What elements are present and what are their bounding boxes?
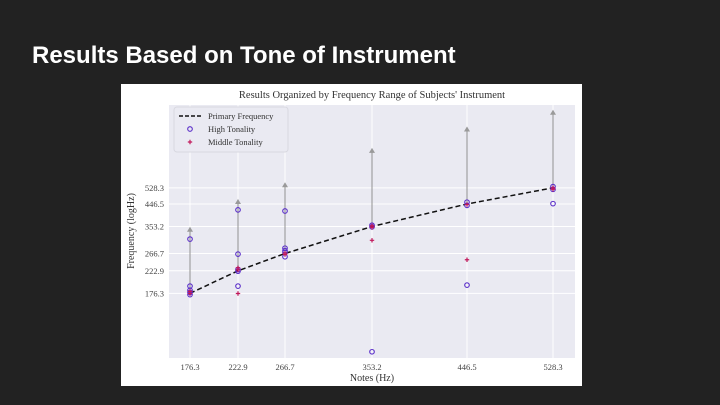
range-arrow-head: [369, 147, 375, 153]
legend-label: High Tonality: [208, 124, 256, 134]
y-tick-label: 446.5: [145, 199, 164, 209]
x-tick-label: 353.2: [362, 362, 381, 372]
chart-title: Results Organized by Frequency Range of …: [239, 90, 505, 101]
legend-label: Middle Tonality: [208, 137, 263, 147]
range-arrow-head: [235, 199, 241, 205]
legend: Primary Frequency High Tonality Middle Ton…: [173, 106, 289, 153]
middle-tonality-point: [187, 289, 193, 294]
chart-svg: 176.3 222.9 266.7 353.2 446.5 528.3 176.3 222.9…: [121, 84, 582, 386]
y-tick-label: 222.9: [145, 266, 164, 276]
y-tick-label: 528.3: [145, 183, 164, 193]
middle-tonality-point: [235, 267, 241, 273]
middle-tonality-point: [369, 238, 375, 243]
high-tonality-point: [464, 282, 470, 288]
legend-box: [173, 106, 289, 153]
high-tonality-point: [550, 200, 556, 207]
primary-frequency-line: [189, 187, 554, 294]
middle-tonality-point: [550, 187, 556, 192]
x-tick-label: 446.5: [457, 362, 476, 372]
high-tonality-point: [187, 283, 193, 289]
high-tonality-point: [282, 245, 288, 252]
middle-tonality-point: [369, 223, 375, 228]
legend-plus-swatch: [187, 139, 193, 145]
y-axis-label: Frequency (logHz): [126, 193, 137, 269]
legend-circle-swatch: [187, 126, 193, 132]
x-tick-label: 222.9: [228, 362, 247, 372]
range-arrow-head: [464, 126, 470, 132]
primary-frequency-line-group: [189, 187, 554, 294]
y-tick-label: 353.2: [145, 222, 164, 232]
x-tick-label: 176.3: [180, 362, 199, 372]
high-tonality-point: [369, 348, 375, 355]
data-points: [187, 183, 556, 355]
legend-label: Primary Frequency: [208, 111, 274, 121]
middle-tonality-point: [464, 202, 470, 207]
high-tonality-point: [282, 208, 288, 214]
y-tick-label: 266.7: [145, 249, 164, 259]
high-tonality-point: [235, 251, 241, 258]
y-tick-label: 176.3: [145, 288, 164, 298]
range-arrow-head: [187, 226, 193, 232]
x-tick-label: 528.3: [543, 362, 562, 372]
middle-tonality-point: [235, 291, 241, 296]
high-tonality-point: [235, 283, 241, 289]
middle-tonality-point: [282, 252, 288, 257]
high-tonality-point: [187, 236, 193, 242]
high-tonality-point: [235, 207, 241, 213]
x-axis-label: Notes (Hz): [350, 373, 394, 384]
x-tick-label: 266.7: [275, 362, 294, 372]
tick-labels: 176.3 222.9 266.7 353.2 446.5 528.3 176.3 222.9…: [145, 183, 563, 372]
chart-figure: 176.3 222.9 266.7 353.2 446.5 528.3 176.3 222.9…: [121, 84, 582, 386]
slide-title: Results Based on Tone of Instrument: [32, 42, 456, 69]
range-arrow-head: [282, 182, 288, 188]
range-arrows: [187, 109, 556, 294]
range-arrow-head: [550, 109, 556, 115]
middle-tonality-point: [464, 257, 470, 262]
